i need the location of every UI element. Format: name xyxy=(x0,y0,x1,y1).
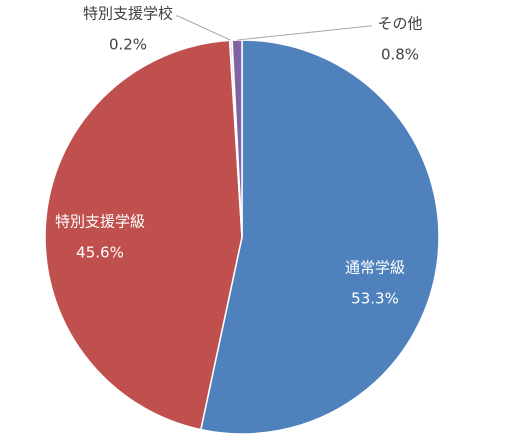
leader-line xyxy=(176,15,232,41)
category-label: 特別支援学級 xyxy=(55,213,145,231)
leader-line xyxy=(236,25,372,41)
value-label: 45.6% xyxy=(76,244,124,262)
category-label: その他 xyxy=(377,15,422,33)
pie-slice xyxy=(44,39,243,431)
category-label: 通常学級 xyxy=(345,259,405,277)
category-label: 特別支援学校 xyxy=(83,5,173,23)
value-label: 53.3% xyxy=(351,290,399,308)
value-label: 0.8% xyxy=(381,46,419,64)
pie-slice xyxy=(199,39,440,435)
value-label: 0.2% xyxy=(109,36,147,54)
